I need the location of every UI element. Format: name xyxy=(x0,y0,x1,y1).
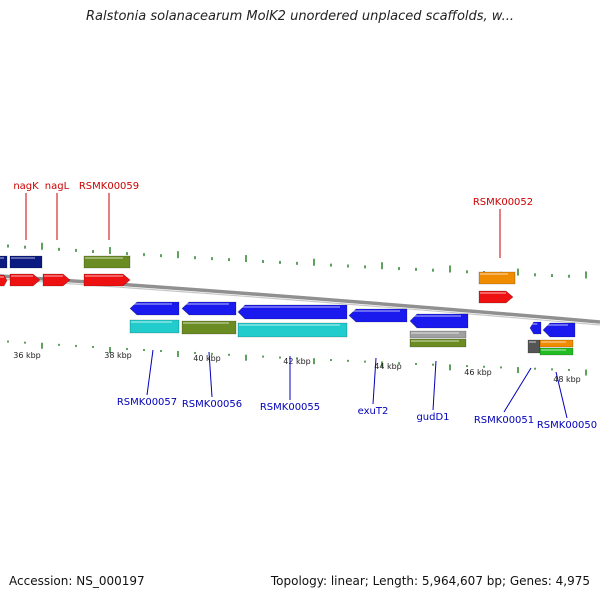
gene-red xyxy=(0,274,8,287)
gene-gudD1 xyxy=(409,338,467,348)
gene-blue-shine xyxy=(131,303,172,305)
gene-gudD1-shine xyxy=(411,340,459,342)
gene-blue-shine xyxy=(239,306,340,308)
label-leader-bottom xyxy=(146,349,154,396)
gene-navy xyxy=(0,255,8,269)
label-leader-bottom xyxy=(503,367,532,413)
gene-label-top: RSMK00059 xyxy=(79,181,139,192)
gene-blue xyxy=(181,301,237,316)
gene-RSMK00056-shine xyxy=(183,322,229,324)
gene-label-bottom: RSMK00055 xyxy=(260,402,320,413)
gene-label-top: nagL xyxy=(45,181,70,192)
gene-blue-shine xyxy=(183,303,229,305)
gene-label-top: nagK xyxy=(13,181,39,192)
scale-label: 46 kbp xyxy=(464,368,492,377)
scale-label: 42 kbp xyxy=(283,357,311,366)
gene-label-bottom: exuT2 xyxy=(358,406,389,417)
gene-blue-shine xyxy=(411,315,461,317)
gene-nagK-shine xyxy=(11,275,33,277)
gene-label-bottom: gudD1 xyxy=(416,412,449,423)
gene-RSMK00057 xyxy=(129,319,180,334)
label-leader-bottom xyxy=(432,360,437,411)
gene-gray-shine xyxy=(411,332,459,334)
gene-nagL xyxy=(42,273,71,287)
gene-label-bottom: RSMK00056 xyxy=(182,399,242,410)
scale-label: 40 kbp xyxy=(193,354,221,363)
topology-label: Topology: linear; Length: 5,964,607 bp; … xyxy=(270,574,590,588)
gene-RSMK00050-arrow xyxy=(542,322,576,338)
gene-blue-shine xyxy=(531,323,538,325)
gene-RSMK00055 xyxy=(237,322,348,338)
scale-label: 36 kbp xyxy=(13,351,41,360)
gene-navy xyxy=(9,255,43,269)
gene-blue xyxy=(129,301,180,316)
gene-label-top: RSMK00052 xyxy=(473,197,533,208)
gene-nagK xyxy=(9,273,41,287)
gene-blue xyxy=(529,321,542,335)
gene-label-bottom: RSMK00050 xyxy=(537,420,597,431)
gene-orange xyxy=(539,339,574,348)
gene-gray xyxy=(409,330,467,339)
gene-darkgray-shine xyxy=(529,341,536,343)
gene-label-bottom: RSMK00057 xyxy=(117,397,177,408)
gene-exuT2-shine xyxy=(350,310,400,312)
gene-olive xyxy=(83,255,131,269)
gene-RSMK00056 xyxy=(181,320,237,335)
gene-RSMK00052-shine xyxy=(480,292,506,294)
scale-label: 38 kbp xyxy=(104,351,132,360)
gene-orange-shine xyxy=(480,273,508,275)
gene-blue xyxy=(237,304,348,320)
scale-label: 44 kbp xyxy=(374,362,402,371)
gene-navy-shine xyxy=(0,257,4,259)
gene-orange xyxy=(478,271,516,285)
scale-label: 48 kbp xyxy=(553,375,581,384)
gene-RSMK00055-shine xyxy=(239,324,340,326)
gene-nagL-shine xyxy=(44,275,63,277)
gene-orange-shine xyxy=(541,341,566,343)
gene-navy-shine xyxy=(11,257,35,259)
gene-blue xyxy=(409,313,469,329)
label-leader-bottom xyxy=(208,351,213,398)
gene-RSMK00057-shine xyxy=(131,321,172,323)
gene-green-shine xyxy=(541,349,566,351)
gene-green xyxy=(539,347,574,356)
gene-RSMK00059-shine xyxy=(85,275,123,277)
gene-RSMK00050-arrow-shine xyxy=(544,324,568,326)
gene-label-bottom: RSMK00051 xyxy=(474,415,534,426)
gene-red-shine xyxy=(0,276,4,278)
label-leader-bottom xyxy=(372,357,377,405)
gene-RSMK00059 xyxy=(83,273,131,287)
gene-RSMK00052 xyxy=(478,290,514,304)
map-title: Ralstonia solanacearum MolK2 unordered u… xyxy=(85,9,514,24)
gene-olive-shine xyxy=(85,257,123,259)
label-leader-bottom xyxy=(555,371,568,419)
accession-label: Accession: NS_000197 xyxy=(9,574,145,588)
gene-exuT2 xyxy=(348,308,408,323)
